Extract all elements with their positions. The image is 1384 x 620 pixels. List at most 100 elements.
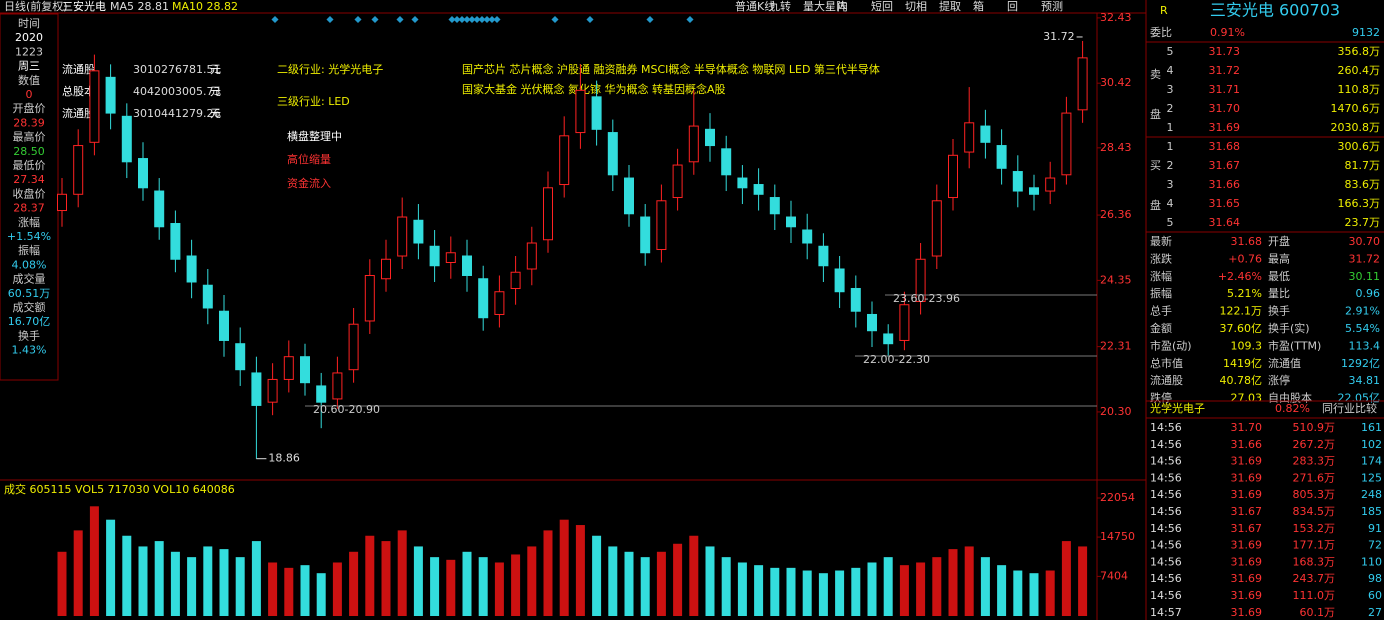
volume-bar (446, 559, 456, 616)
candle-body (818, 245, 829, 267)
toolbar-button[interactable]: 箱 (973, 0, 984, 13)
level-volume: 23.7万 (1345, 216, 1381, 229)
tick-count: 125 (1361, 471, 1382, 484)
tick-amount: 111.0万 (1293, 589, 1336, 602)
capital-cell: 总股本 (62, 84, 95, 98)
volume-bar (154, 541, 164, 616)
volume-bar (170, 551, 180, 616)
y-tick-label: 7404 (1100, 569, 1128, 582)
candle-body (397, 216, 408, 257)
toolbar-button[interactable]: 预测 (1041, 0, 1063, 13)
candle-body (283, 356, 294, 380)
sector-change: 0.82% (1275, 402, 1310, 415)
level-price: 31.71 (1209, 83, 1241, 96)
tick-price: 31.69 (1231, 555, 1263, 568)
candle-body (1077, 57, 1088, 111)
tick-time: 14:56 (1150, 555, 1182, 568)
sector-compare[interactable]: 同行业比较 (1322, 401, 1377, 415)
volume-bar (1061, 541, 1071, 616)
stat-label: 涨跌 (1150, 251, 1172, 265)
stat-value: 2.91% (1345, 305, 1380, 318)
period-label[interactable]: 日线(前复权) (4, 0, 68, 13)
sector-name: 光学光电子 (1150, 401, 1205, 415)
info-label: 1223 (15, 45, 43, 58)
capital-cell: 流通股 (62, 106, 95, 120)
level-price: 31.67 (1209, 159, 1241, 172)
candle-body (543, 187, 553, 241)
stat-label: 市盈(TTM) (1268, 338, 1321, 352)
marker-icon (646, 15, 654, 24)
candle-body (996, 145, 1007, 169)
stat-value: 31.72 (1349, 252, 1381, 265)
capital-cell: 3010441279.26 (133, 107, 220, 120)
info-label: 成交额 (13, 300, 46, 314)
stat-label: 最低 (1268, 270, 1290, 283)
toolbar-button[interactable]: 短回 (871, 0, 893, 13)
toolbar-button[interactable]: 内 (837, 0, 848, 13)
tick-count: 110 (1361, 555, 1382, 568)
volume-bar (332, 562, 342, 616)
stat-label: 总市值 (1150, 356, 1183, 370)
candle-body (57, 193, 67, 212)
volume-bar (640, 557, 650, 616)
candle-body (656, 200, 667, 251)
tick-time: 14:56 (1150, 572, 1182, 585)
tick-time: 14:56 (1150, 589, 1182, 602)
volume-bar (997, 565, 1007, 616)
toolbar-button[interactable]: 九转 (769, 0, 791, 13)
volume-bar (397, 530, 407, 616)
candle-body (964, 122, 975, 153)
candle-body (559, 135, 570, 186)
stat-value: 31.68 (1231, 235, 1263, 248)
candle-body (494, 291, 505, 315)
tick-count: 60 (1368, 589, 1382, 602)
toolbar-button[interactable]: 回 (1007, 0, 1018, 13)
tick-count: 185 (1361, 505, 1382, 518)
volume-bar (786, 567, 796, 616)
level-volume: 356.8万 (1338, 45, 1381, 58)
industry-level2: 二级行业: 光学光电子 (277, 62, 383, 76)
candle-body (607, 132, 618, 176)
tick-amount: 60.1万 (1300, 606, 1336, 619)
tick-count: 102 (1361, 438, 1382, 451)
tick-time: 14:56 (1150, 539, 1182, 552)
y-tick-label: 20.30 (1100, 405, 1132, 418)
marker-icon (488, 15, 496, 24)
volume-bar (737, 562, 747, 616)
tick-price: 31.69 (1231, 572, 1263, 585)
toolbar-button[interactable]: 量大星阵 (803, 0, 847, 13)
volume-bar (1029, 573, 1039, 616)
volume-bar (932, 557, 942, 616)
candle-body (381, 258, 391, 280)
toolbar-button[interactable]: 提取 (939, 0, 961, 13)
candle-body (138, 158, 148, 189)
capital-cell: 元 (210, 63, 221, 76)
volume-bar (57, 551, 67, 616)
marker-icon (478, 15, 486, 24)
candle-body (705, 128, 715, 147)
info-value: 2020 (15, 31, 43, 44)
stat-label: 振幅 (1150, 286, 1172, 300)
candle-body (753, 184, 764, 195)
info-value: 1.43% (12, 344, 47, 357)
toolbar-button[interactable]: 切相 (905, 0, 927, 13)
tick-time: 14:56 (1150, 522, 1182, 535)
level-price: 31.72 (1209, 64, 1241, 77)
tick-time: 14:56 (1150, 488, 1182, 501)
volume-bar (316, 573, 326, 616)
candle-body (510, 271, 521, 289)
candle-body (1012, 171, 1023, 192)
candle-body (899, 304, 910, 341)
stat-value: 122.1万 (1220, 305, 1263, 318)
volume-bar (867, 562, 877, 616)
level: 4 (1167, 64, 1174, 77)
capital-cell: 4042003005.73 (133, 85, 220, 98)
buy-label: 盘 (1150, 198, 1161, 212)
toolbar-button[interactable]: 普通K线 (735, 0, 775, 13)
ma10-label: MA10 28.82 (172, 0, 238, 13)
candle-body (316, 385, 327, 403)
stat-value: 40.78亿 (1220, 374, 1263, 387)
level-volume: 166.3万 (1338, 197, 1381, 210)
volume-bar (430, 557, 440, 616)
